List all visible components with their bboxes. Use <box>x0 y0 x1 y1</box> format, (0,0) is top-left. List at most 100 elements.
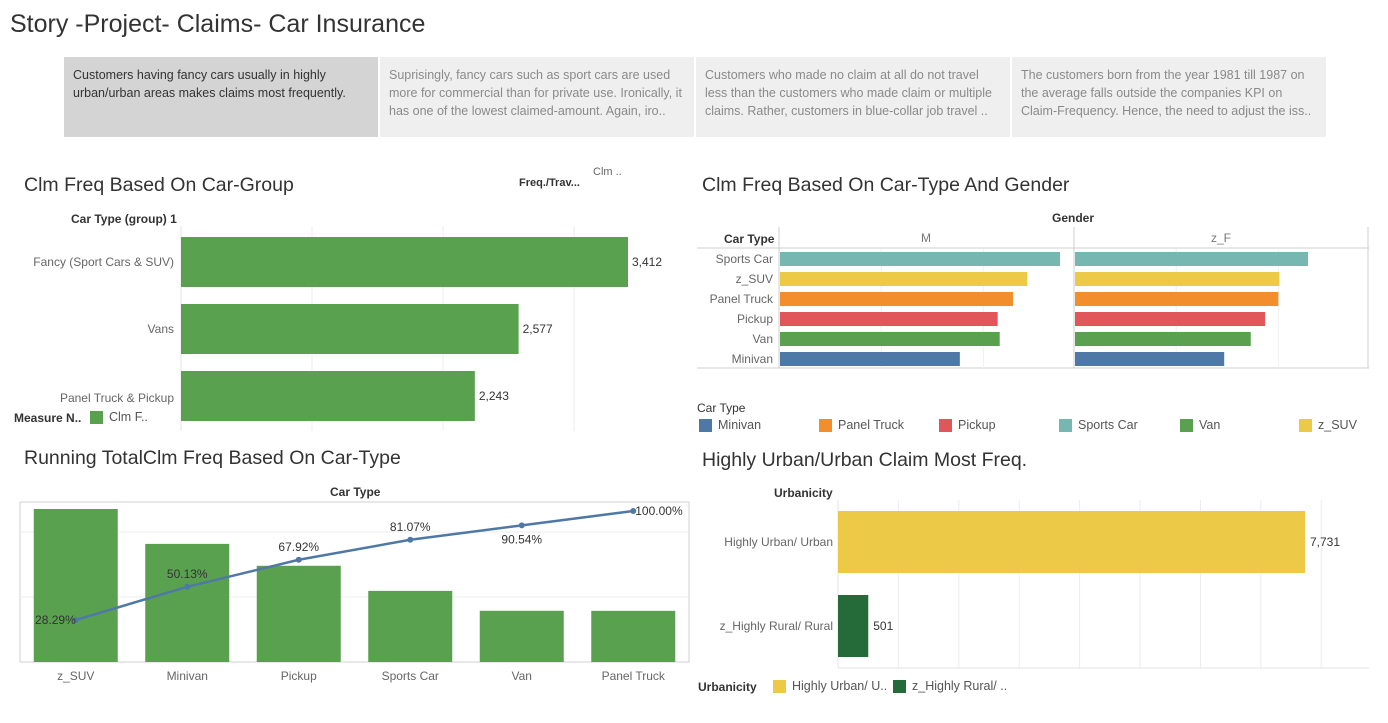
running-total-point <box>184 583 191 590</box>
bar-1 <box>181 237 628 287</box>
category-label: Panel Truck & Pickup <box>60 391 174 405</box>
running-total-point <box>630 508 637 514</box>
legend-swatch <box>939 418 952 432</box>
category-label: Sports Car <box>382 669 439 683</box>
pane-header: z_F <box>1211 231 1231 245</box>
bar-value-label: 3,412 <box>632 255 662 269</box>
category-label: Van <box>753 332 773 346</box>
legend-swatch-yellow <box>773 679 786 693</box>
legend-label: Pickup <box>958 418 996 432</box>
story-points: Customers having fancy cars usually in h… <box>64 57 1326 137</box>
urbanicity-chart: 7,731 Highly Urban/ Urban 501 z_Highly Rura… <box>720 500 1369 669</box>
category-label: Vans <box>148 322 174 336</box>
category-label: z_SUV <box>736 272 773 286</box>
bar-value-label: 2,243 <box>479 389 509 403</box>
legend-swatch <box>1059 418 1072 432</box>
bar-pickup <box>256 565 341 662</box>
legend-item-z-suv[interactable]: z_SUV <box>1299 418 1357 432</box>
category-label: Van <box>512 669 532 683</box>
car-group-legend-item[interactable]: Clm F.. <box>90 410 148 424</box>
running-total-label: 100.00% <box>635 504 683 518</box>
type-gender-legend: Minivan Panel Truck Pickup Sports Car Van z_S… <box>699 418 1369 434</box>
type-gender-row-header: Car Type <box>724 232 775 246</box>
category-label: Minivan <box>167 669 208 683</box>
running-total-point <box>295 556 302 563</box>
category-label: Fancy (Sport Cars & SUV) <box>33 255 174 269</box>
category-label: Highly Urban/ Urban <box>724 535 833 549</box>
legend-label: z_SUV <box>1318 418 1357 432</box>
legend-label: Clm F.. <box>109 410 148 424</box>
bar-value-label: 501 <box>873 619 893 633</box>
legend-swatch <box>699 418 712 432</box>
running-total-title: Running TotalClm Freq Based On Car-Type <box>24 447 401 469</box>
story-point-2[interactable]: Suprisingly, fancy cars such as sport ca… <box>380 57 694 137</box>
legend-label: Minivan <box>718 418 762 432</box>
legend-item-minivan[interactable]: Minivan <box>699 418 761 432</box>
running-total-chart: z_SUV Minivan Pickup Sports Car Van Panel Tru… <box>19 501 690 683</box>
bar-z_F-6 <box>1075 352 1225 366</box>
story-point-3[interactable]: Customers who made no claim at all do no… <box>696 57 1010 137</box>
legend-label: Van <box>1199 418 1221 432</box>
category-label: Minivan <box>732 352 773 366</box>
bar-z_F-4 <box>1075 312 1266 326</box>
pane-header: M <box>921 231 931 245</box>
bar-3 <box>181 371 475 421</box>
legend-item-sports-car[interactable]: Sports Car <box>1059 418 1138 432</box>
gender-column-header: Gender <box>1052 211 1095 225</box>
running-total-label: 28.29% <box>35 613 76 627</box>
bar-z_F-1 <box>1075 252 1308 266</box>
car-group-legend-title: Measure N.. <box>14 411 82 425</box>
legend-swatch-green <box>90 410 103 424</box>
bar-z-suv <box>33 509 118 662</box>
bar-M-6 <box>780 352 960 366</box>
bar-minivan <box>145 543 230 662</box>
running-total-point <box>72 617 79 623</box>
bar-M-3 <box>780 292 1013 306</box>
bar-M-5 <box>780 332 1000 346</box>
running-total-point <box>407 536 414 543</box>
bar-1 <box>838 511 1305 573</box>
plot-frame <box>19 501 690 663</box>
story-point-4[interactable]: The customers born from the year 1981 ti… <box>1012 57 1326 137</box>
urbanicity-legend-item-urban[interactable]: Highly Urban/ U.. <box>773 679 887 693</box>
bar-z_F-2 <box>1075 272 1280 286</box>
running-total-point <box>518 522 525 529</box>
category-label: Panel Truck <box>710 292 774 306</box>
bar-2 <box>838 595 869 657</box>
bar-M-2 <box>780 272 1028 286</box>
story-title: Story -Project- Claims- Car Insurance <box>10 10 426 38</box>
urbanicity-legend-title: Urbanicity <box>698 680 757 694</box>
bar-2 <box>181 304 519 354</box>
legend-label: Sports Car <box>1078 418 1138 432</box>
bar-sports-car <box>368 590 453 662</box>
car-group-row-header: Car Type (group) 1 <box>71 212 177 226</box>
legend-item-pickup[interactable]: Pickup <box>939 418 996 432</box>
bar-value-label: 7,731 <box>1310 535 1340 549</box>
category-label: Sports Car <box>716 252 773 266</box>
legend-swatch <box>819 418 832 432</box>
story-point-1[interactable]: Customers having fancy cars usually in h… <box>64 57 378 137</box>
category-label: Pickup <box>281 669 317 683</box>
car-group-filter-label-2[interactable]: Clm .. <box>593 166 622 178</box>
type-gender-legend-title: Car Type <box>697 401 746 415</box>
category-label: z_Highly Rural/ Rural <box>720 619 833 633</box>
running-total-label: 50.13% <box>167 567 208 581</box>
legend-swatch <box>1180 418 1193 432</box>
urbanicity-legend-item-rural[interactable]: z_Highly Rural/ .. <box>893 679 1007 693</box>
legend-item-panel-truck[interactable]: Panel Truck <box>819 418 904 432</box>
running-total-label: 90.54% <box>501 532 542 546</box>
category-label: z_SUV <box>57 669 94 683</box>
legend-item-van[interactable]: Van <box>1180 418 1220 432</box>
bar-z_F-3 <box>1075 292 1279 306</box>
legend-swatch-darkgreen <box>893 679 906 693</box>
car-group-chart: 3,412 Fancy (Sport Cars & SUV) 2,577 Vans 2,… <box>33 226 662 431</box>
legend-swatch <box>1299 418 1312 432</box>
bar-panel-truck <box>591 610 676 662</box>
legend-label: z_Highly Rural/ .. <box>912 679 1008 693</box>
running-total-line <box>75 509 634 622</box>
bar-z_F-5 <box>1075 332 1251 346</box>
car-group-filter-label[interactable]: Freq./Trav... <box>519 177 580 189</box>
bar-van <box>479 610 564 662</box>
legend-label: Panel Truck <box>838 418 905 432</box>
